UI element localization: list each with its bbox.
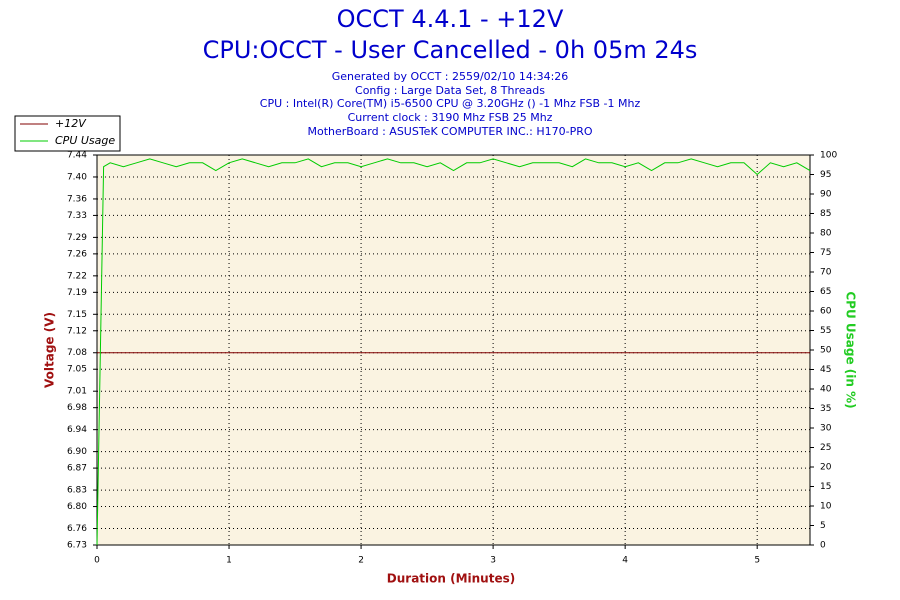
y-tick-label: 6.76 <box>67 524 87 534</box>
y2-tick-label: 5 <box>820 521 826 531</box>
legend-label: +12V <box>55 117 87 130</box>
y-tick-label: 7.22 <box>67 271 87 281</box>
y2-tick-label: 30 <box>820 424 832 434</box>
y-tick-label: 7.29 <box>67 233 87 243</box>
chart-title: OCCT 4.4.1 - +12V <box>337 5 564 33</box>
y2-tick-label: 55 <box>820 326 831 336</box>
y2-tick-label: 100 <box>820 151 837 161</box>
info-line: CPU : Intel(R) Core(TM) i5-6500 CPU @ 3.… <box>260 97 641 110</box>
y-tick-label: 6.83 <box>67 486 87 496</box>
x-tick-label: 4 <box>622 556 628 566</box>
y-tick-label: 7.05 <box>67 365 87 375</box>
y-tick-label: 6.73 <box>67 541 87 551</box>
info-line: Current clock : 3190 Mhz FSB 25 Mhz <box>348 111 553 124</box>
y2-tick-label: 45 <box>820 365 831 375</box>
info-line: Config : Large Data Set, 8 Threads <box>355 84 545 97</box>
y-tick-label: 6.94 <box>67 425 87 435</box>
x-tick-label: 2 <box>358 556 364 566</box>
y2-tick-label: 95 <box>820 170 831 180</box>
y-tick-label: 6.98 <box>67 403 87 413</box>
legend <box>14 115 121 152</box>
y2-tick-label: 75 <box>820 248 831 258</box>
y-tick-label: 6.87 <box>67 464 87 474</box>
y2-tick-label: 0 <box>820 541 826 551</box>
y2-tick-label: 70 <box>820 268 832 278</box>
x-tick-label: 3 <box>490 556 496 566</box>
y2-tick-label: 60 <box>820 307 832 317</box>
y2-tick-label: 85 <box>820 209 831 219</box>
y-tick-label: 6.80 <box>67 502 87 512</box>
y-tick-label: 7.15 <box>67 310 87 320</box>
series-line <box>96 158 811 546</box>
y2-tick-label: 25 <box>820 443 831 453</box>
y-tick-label: 7.01 <box>67 387 87 397</box>
x-tick-label: 1 <box>226 556 232 566</box>
y2-tick-label: 15 <box>820 482 831 492</box>
legend-label: CPU Usage <box>55 134 115 147</box>
y-tick-label: 7.12 <box>67 326 87 336</box>
y2-tick-label: 35 <box>820 404 831 414</box>
y2-axis-label: CPU Usage (in %) <box>844 291 858 408</box>
info-line: MotherBoard : ASUSTeK COMPUTER INC.: H17… <box>307 125 592 138</box>
x-tick-label: 5 <box>754 556 760 566</box>
y2-tick-label: 20 <box>820 463 832 473</box>
y2-tick-label: 90 <box>820 190 832 200</box>
y-tick-label: 7.19 <box>67 288 87 298</box>
y2-tick-label: 10 <box>820 502 832 512</box>
x-tick-label: 0 <box>94 556 100 566</box>
plot-area <box>97 155 810 545</box>
y2-tick-label: 65 <box>820 287 831 297</box>
y-tick-label: 7.44 <box>67 151 87 161</box>
y-tick-label: 7.36 <box>67 194 87 204</box>
y2-tick-label: 50 <box>820 346 832 356</box>
y-tick-label: 6.90 <box>67 447 87 457</box>
y-axis-label: Voltage (V) <box>43 312 57 388</box>
y-tick-label: 7.33 <box>67 211 87 221</box>
x-axis-label: Duration (Minutes) <box>387 572 515 586</box>
y2-tick-label: 40 <box>820 385 832 395</box>
info-line: Generated by OCCT : 2559/02/10 14:34:26 <box>332 70 569 83</box>
y-tick-label: 7.26 <box>67 249 87 259</box>
y2-tick-label: 80 <box>820 229 832 239</box>
y-tick-label: 7.08 <box>67 348 87 358</box>
y-tick-label: 7.40 <box>67 172 87 182</box>
plot-border <box>96 154 811 546</box>
chart-subtitle: CPU:OCCT - User Cancelled - 0h 05m 24s <box>203 36 698 64</box>
